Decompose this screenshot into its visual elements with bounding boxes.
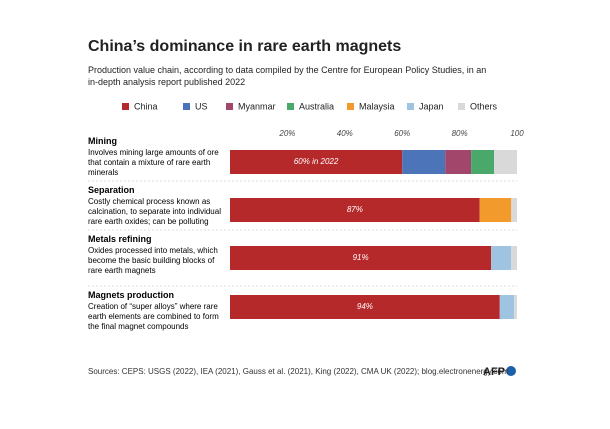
value-label: 91% (353, 253, 369, 262)
bar-segment (230, 246, 492, 270)
bar-segment (499, 295, 515, 319)
bar-segment (471, 150, 495, 174)
legend-swatch (458, 103, 465, 110)
bar-segment (230, 295, 500, 319)
category-description: Costly chemical process known as calcina… (88, 197, 221, 226)
bar-segment (514, 295, 517, 319)
logo-dot (506, 366, 516, 376)
category-block: Mining Involves mining large amounts of o… (88, 136, 228, 178)
category-block: Magnets production Creation of “super all… (88, 290, 228, 332)
category-block: Separation Costly chemical process known … (88, 185, 228, 227)
bar-segment (491, 246, 512, 270)
value-label: 94% (357, 302, 373, 311)
legend-label: China (134, 101, 158, 111)
legend-swatch (183, 103, 190, 110)
bar-segment (479, 198, 512, 222)
category-label: Separation (88, 185, 135, 195)
category-description: Involves mining large amounts of ore tha… (88, 148, 219, 177)
bar-segment (445, 150, 472, 174)
legend-label: Others (470, 101, 498, 111)
category-block: Metals refining Oxides processed into met… (88, 234, 228, 276)
legend-label: Japan (419, 101, 444, 111)
category-label: Mining (88, 136, 117, 146)
legend-swatch (287, 103, 294, 110)
x-tick-label: 100 (510, 129, 524, 138)
category-label: Magnets production (88, 290, 174, 300)
legend-label: Myanmar (238, 101, 276, 111)
legend-label: Australia (299, 101, 334, 111)
legend-swatch (226, 103, 233, 110)
source: Sources: CEPS: USGS (2022), IEA (2021), … (88, 367, 509, 376)
category-description: Oxides processed into metals, which beco… (88, 246, 218, 275)
bar-segment (494, 150, 517, 174)
legend-label: Malaysia (359, 101, 395, 111)
bar-segment (230, 198, 480, 222)
value-label: 87% (347, 205, 363, 214)
legend-label: US (195, 101, 208, 111)
chart-subtitle: Production value chain, according to dat… (88, 65, 487, 87)
x-tick-label: 80% (452, 129, 468, 138)
value-label: 60% in 2022 (294, 157, 339, 166)
bar-segment (511, 198, 517, 222)
x-tick-label: 60% (394, 129, 410, 138)
legend-swatch (122, 103, 129, 110)
legend-swatch (407, 103, 414, 110)
bar-segment (402, 150, 446, 174)
category-description: Creation of “super alloys” where rare ea… (88, 302, 219, 331)
x-tick-label: 40% (337, 129, 353, 138)
category-label: Metals refining (88, 234, 152, 244)
legend-swatch (347, 103, 354, 110)
chart-title: China’s dominance in rare earth magnets (88, 38, 402, 55)
bar-segment (511, 246, 517, 270)
bar-segment (230, 150, 403, 174)
logo: AFP (483, 366, 505, 378)
x-tick-label: 20% (278, 129, 295, 138)
